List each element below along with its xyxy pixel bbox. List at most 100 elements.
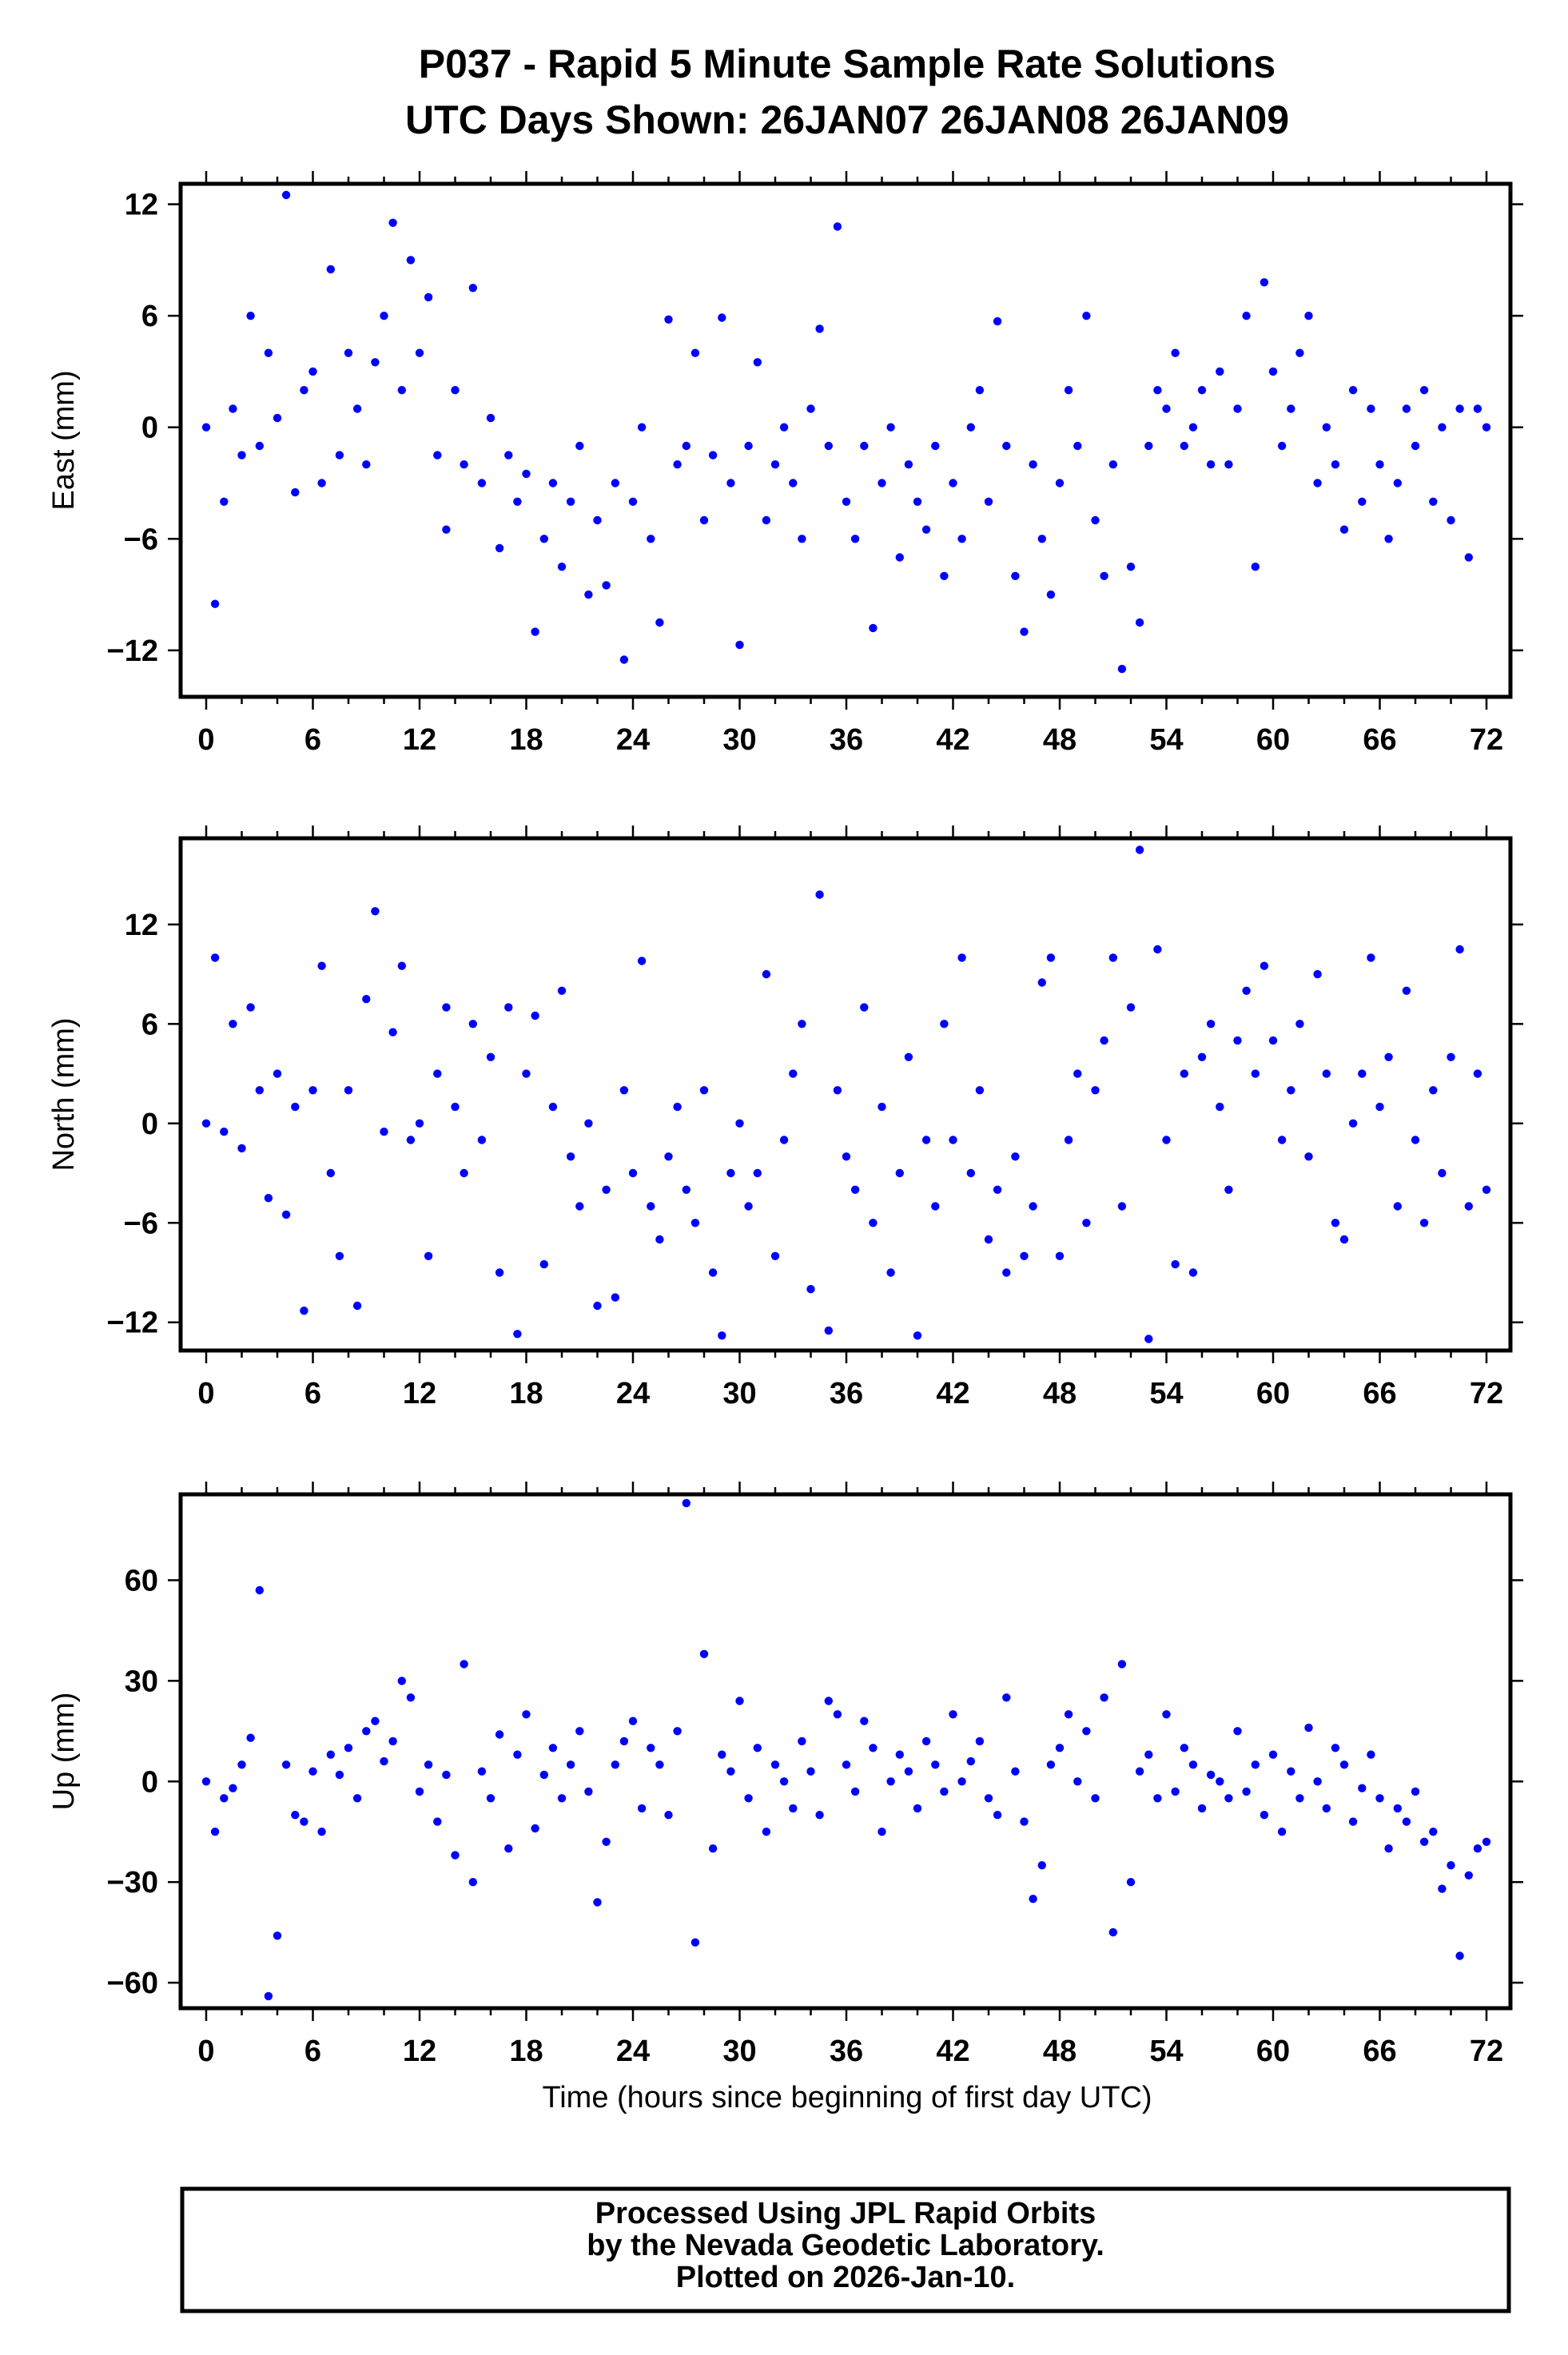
up-point <box>690 1938 700 1947</box>
east-point <box>921 525 931 534</box>
north-point <box>531 1011 539 1020</box>
north-point <box>1429 1086 1438 1095</box>
up-point <box>442 1770 451 1780</box>
north-point <box>1251 1069 1260 1078</box>
up-point <box>886 1777 895 1786</box>
up-point <box>806 1767 815 1776</box>
north-x-tick-label: 36 <box>830 1377 863 1410</box>
north-point <box>1331 1219 1340 1227</box>
up-point <box>798 1736 806 1746</box>
north-point <box>878 1102 886 1112</box>
up-point <box>300 1817 308 1826</box>
up-point <box>575 1727 584 1736</box>
north-point <box>931 1202 940 1211</box>
up-point <box>1055 1744 1065 1752</box>
up-point <box>850 1787 860 1796</box>
east-y-axis-label: East (mm) <box>47 370 81 510</box>
east-point <box>220 497 229 506</box>
up-point <box>548 1744 558 1752</box>
up-point <box>869 1744 878 1752</box>
up-point <box>1304 1723 1313 1732</box>
up-point <box>1162 1710 1171 1719</box>
north-point <box>220 1128 229 1136</box>
north-point <box>1180 1069 1189 1078</box>
east-point <box>966 423 976 432</box>
north-point <box>1287 1086 1295 1095</box>
up-point <box>619 1736 629 1746</box>
north-point <box>486 1052 495 1062</box>
east-point <box>1206 460 1216 469</box>
north-point <box>673 1102 682 1112</box>
north-point <box>504 1003 513 1012</box>
north-point <box>451 1102 460 1112</box>
up-point <box>1153 1794 1162 1803</box>
up-point <box>495 1730 504 1739</box>
up-point <box>1100 1693 1108 1702</box>
up-point <box>451 1851 460 1860</box>
east-x-tick-label: 24 <box>616 723 650 757</box>
footer-line3: Plotted on 2026-Jan-10. <box>676 2261 1015 2294</box>
east-point <box>878 479 886 487</box>
north-point <box>779 1136 789 1144</box>
east-point <box>1260 278 1269 287</box>
north-point <box>1011 1152 1020 1161</box>
north-point <box>637 957 647 965</box>
east-point <box>575 441 584 451</box>
north-point <box>584 1119 593 1128</box>
up-point <box>352 1794 362 1803</box>
north-x-tick-label: 24 <box>616 1377 650 1410</box>
north-x-tick-label: 18 <box>509 1377 543 1410</box>
north-point <box>690 1219 700 1227</box>
east-point <box>753 358 762 367</box>
east-point <box>886 423 895 432</box>
up-point <box>726 1767 735 1776</box>
up-point <box>539 1770 548 1780</box>
up-point <box>584 1787 593 1796</box>
chart-title-line2: UTC Days Shown: 26JAN07 26JAN08 26JAN09 <box>405 97 1289 142</box>
east-point <box>566 497 575 506</box>
north-point <box>388 1028 397 1036</box>
north-point <box>352 1301 362 1311</box>
up-point <box>246 1733 255 1742</box>
east-point <box>789 479 798 487</box>
east-point <box>1429 497 1438 506</box>
east-x-tick-label: 42 <box>936 723 969 757</box>
north-point <box>273 1069 282 1078</box>
north-point <box>1464 1202 1474 1211</box>
east-point <box>522 469 531 479</box>
east-point <box>647 535 655 543</box>
up-point <box>842 1760 851 1769</box>
up-y-tick-label: 60 <box>125 1564 158 1597</box>
up-point <box>1082 1727 1091 1736</box>
up-point <box>1020 1817 1029 1826</box>
up-point <box>237 1760 246 1769</box>
up-point <box>255 1585 264 1595</box>
up-point <box>779 1777 789 1786</box>
north-point <box>1438 1168 1447 1178</box>
up-point <box>921 1736 931 1746</box>
up-point <box>789 1804 798 1813</box>
east-point <box>913 497 922 506</box>
east-point <box>931 441 940 451</box>
north-point <box>397 961 406 970</box>
east-x-tick-label: 30 <box>722 723 756 757</box>
up-point <box>210 1828 220 1836</box>
north-point <box>1447 1052 1455 1062</box>
north-point <box>664 1152 673 1161</box>
up-point <box>1037 1861 1047 1870</box>
east-frame <box>178 181 1513 699</box>
east-points <box>201 190 1491 674</box>
north-point <box>1046 953 1056 962</box>
east-point <box>1135 618 1144 627</box>
east-point <box>1411 441 1420 451</box>
up-point <box>1233 1727 1242 1736</box>
north-point <box>1242 986 1251 996</box>
north-point <box>611 1293 619 1302</box>
east-point <box>984 497 993 506</box>
east-point <box>380 312 388 320</box>
north-point <box>1322 1069 1331 1078</box>
up-point <box>397 1677 406 1685</box>
east-point <box>308 367 317 376</box>
up-y-tick-label: 0 <box>141 1765 158 1799</box>
up-point <box>371 1717 380 1725</box>
